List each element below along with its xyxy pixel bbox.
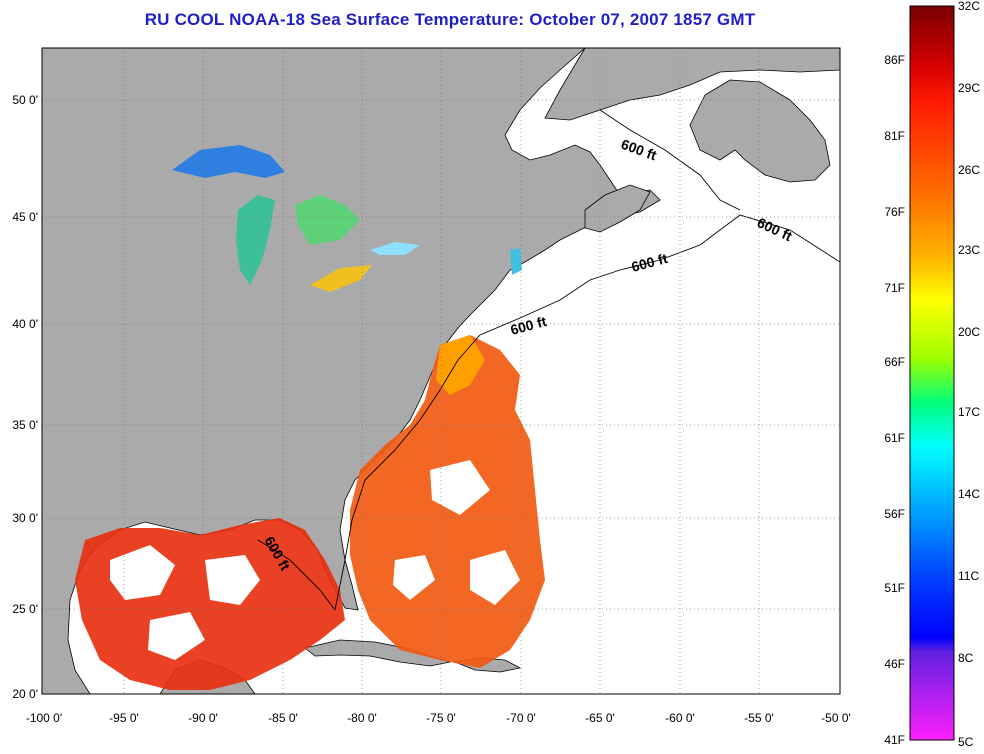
lon-tick-label: -65 0' (585, 711, 615, 725)
lon-tick-label: -50 0' (821, 711, 851, 725)
colorbar-f-label: 76F (884, 205, 905, 219)
lon-tick-label: -90 0' (188, 711, 218, 725)
lat-tick-label: 25 0' (12, 602, 38, 616)
colorbar-c-label: 14C (958, 487, 980, 501)
graticule (42, 48, 840, 694)
lon-tick-label: -75 0' (426, 711, 456, 725)
lake-superior-sst (172, 145, 285, 178)
lon-tick-label: -100 0' (26, 711, 62, 725)
colorbar-c-label: 26C (958, 163, 980, 177)
colorbar-f-label: 66F (884, 355, 905, 369)
lon-axis: -100 0' -95 0' -90 0' -85 0' -80 0' -75 … (26, 711, 851, 725)
cloud-gap (110, 545, 175, 600)
colorbar-f-label: 71F (884, 281, 905, 295)
colorbar-f-label: 81F (884, 129, 905, 143)
land-gulf-st-lawrence-north (544, 48, 840, 121)
temperature-colorbar: 86F 81F 76F 71F 66F 61F 56F 51F 46F 41F … (884, 0, 980, 749)
colorbar-f-label: 51F (884, 581, 905, 595)
cloud-gap (148, 612, 205, 660)
cloud-gap (393, 555, 435, 600)
lon-tick-label: -60 0' (665, 711, 695, 725)
map-frame (41, 47, 841, 695)
colorbar-f-label: 61F (884, 431, 905, 445)
lat-tick-label: 35 0' (12, 418, 38, 432)
colorbar-f-label: 56F (884, 507, 905, 521)
lat-tick-label: 50 0' (12, 93, 38, 107)
cloud-gap (430, 460, 490, 515)
land-newfoundland (689, 79, 831, 183)
lat-axis: 50 0' 45 0' 40 0' 35 0' 30 0' 25 0' 20 0… (12, 93, 38, 701)
map-title: RU COOL NOAA-18 Sea Surface Temperature:… (144, 10, 756, 29)
lake-ontario-sst (370, 242, 420, 255)
coastal-cool-sst (510, 248, 522, 275)
lon-tick-label: -85 0' (268, 711, 298, 725)
lat-tick-label: 20 0' (12, 687, 38, 701)
colorbar-c-label: 23C (958, 243, 980, 257)
lon-tick-label: -70 0' (506, 711, 536, 725)
colorbar-c-label: 5C (958, 735, 974, 749)
lake-huron-sst (295, 195, 360, 245)
colorbar-c-label: 32C (958, 0, 980, 13)
lake-erie-sst (310, 265, 372, 292)
land-nova-scotia (584, 184, 651, 233)
land-north-america (42, 48, 661, 694)
lon-tick-label: -95 0' (109, 711, 139, 725)
land-cuba (304, 639, 451, 667)
cloud-gap (470, 550, 520, 605)
colorbar-c-label: 11C (958, 569, 979, 583)
lat-tick-label: 40 0' (12, 317, 38, 331)
cloud-gap (205, 555, 260, 605)
colorbar-f-label: 41F (884, 733, 905, 747)
lon-tick-label: -55 0' (744, 711, 774, 725)
colorbar-c-label: 8C (958, 651, 974, 665)
lon-tick-label: -80 0' (347, 711, 377, 725)
lake-michigan-sst (236, 195, 275, 285)
colorbar-c-label: 29C (958, 81, 980, 95)
colorbar-f-label: 46F (884, 657, 905, 671)
colorbar-c-label: 20C (958, 325, 980, 339)
isobath-600ft (257, 109, 840, 611)
lat-tick-label: 30 0' (12, 511, 38, 525)
colorbar-c-label: 17C (958, 405, 980, 419)
mid-atlantic-warm-sst (436, 335, 485, 395)
lat-tick-label: 45 0' (12, 210, 38, 224)
colorbar-gradient (909, 5, 955, 741)
colorbar-f-label: 86F (884, 53, 905, 67)
